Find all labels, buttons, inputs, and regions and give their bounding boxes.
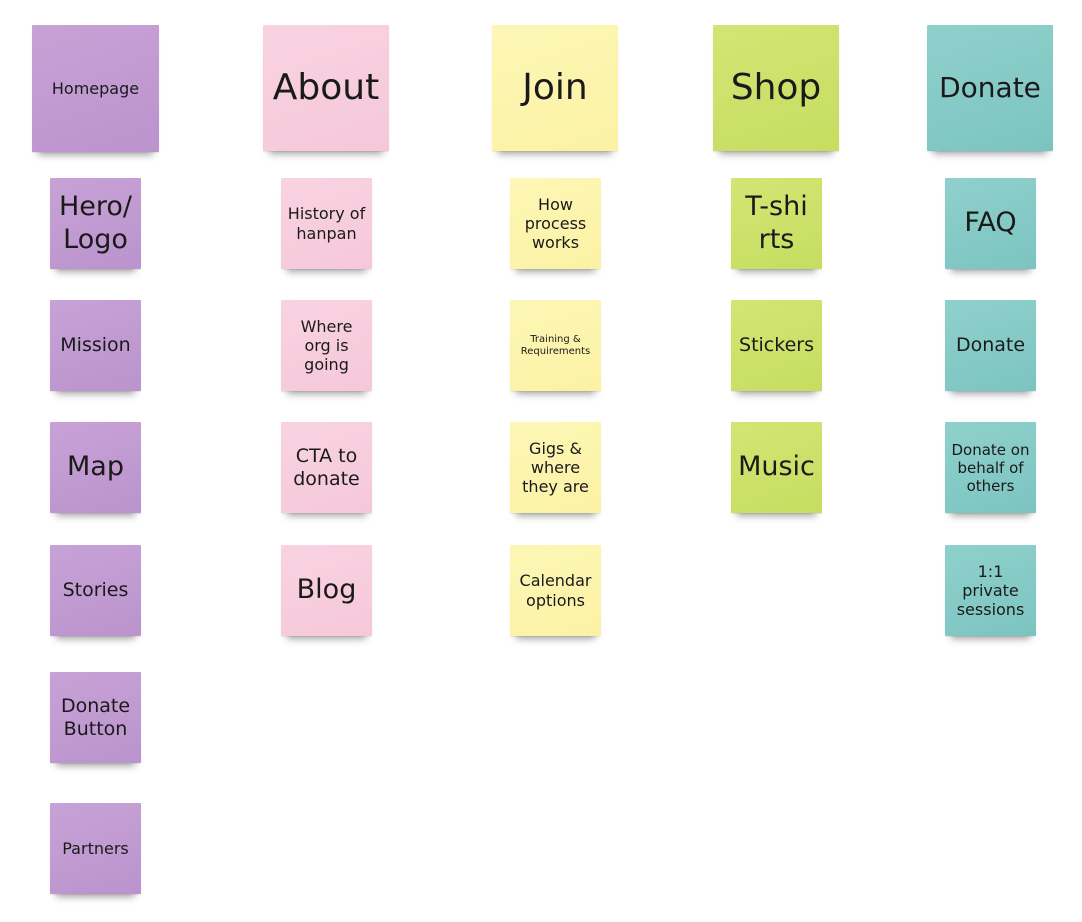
note-history-of-hanpan[interactable]: History of hanpan — [281, 178, 372, 269]
note-label: Calendar options — [519, 571, 592, 610]
note-label: Donate on behalf of others — [951, 440, 1030, 495]
note-label: Hero/ Logo — [58, 191, 133, 255]
note-label: Map — [67, 451, 124, 483]
note-music[interactable]: Music — [731, 422, 822, 513]
note-label: Stickers — [739, 334, 814, 357]
note-label: How process works — [524, 194, 587, 253]
note-label: Where org is going — [300, 316, 353, 375]
note-label: CTA to donate — [293, 444, 360, 490]
note-label: Stories — [62, 579, 129, 602]
note-calendar-options[interactable]: Calendar options — [510, 545, 601, 636]
note-donate[interactable]: Donate — [945, 300, 1036, 391]
note-where-org-is-going[interactable]: Where org is going — [281, 300, 372, 391]
note-gigs-where-they-are[interactable]: Gigs & where they are — [510, 422, 601, 513]
header-note-about[interactable]: About — [263, 25, 389, 151]
note-blog[interactable]: Blog — [281, 545, 372, 636]
header-note-homepage[interactable]: Homepage — [32, 25, 159, 152]
note-donate-on-behalf[interactable]: Donate on behalf of others — [945, 422, 1036, 513]
note-stickers[interactable]: Stickers — [731, 300, 822, 391]
note-hero-logo[interactable]: Hero/ Logo — [50, 178, 141, 269]
note-map[interactable]: Map — [50, 422, 141, 513]
note-label: Donate Button — [60, 694, 131, 740]
note-stories[interactable]: Stories — [50, 545, 141, 636]
note-training-requirements[interactable]: Training & Requirements — [510, 300, 601, 391]
note-label: Mission — [60, 334, 131, 357]
header-label: Homepage — [51, 78, 140, 98]
note-label: Training & Requirements — [520, 333, 591, 357]
header-label: Donate — [939, 71, 1041, 105]
note-t-shirts[interactable]: T-shirts — [731, 178, 822, 269]
note-label: Blog — [296, 574, 357, 606]
note-label: Partners — [62, 838, 129, 858]
note-label: Gigs & where they are — [522, 438, 589, 497]
note-how-process-works[interactable]: How process works — [510, 178, 601, 269]
note-faq[interactable]: FAQ — [945, 178, 1036, 269]
note-label: Donate — [955, 334, 1026, 357]
note-cta-to-donate[interactable]: CTA to donate — [281, 422, 372, 513]
header-label: Shop — [730, 67, 822, 109]
note-label: T-shirts — [745, 191, 808, 255]
note-partners[interactable]: Partners — [50, 803, 141, 894]
header-label: Join — [522, 67, 588, 109]
header-note-shop[interactable]: Shop — [713, 25, 839, 151]
note-private-sessions[interactable]: 1:1 private sessions — [945, 545, 1036, 636]
header-note-donate[interactable]: Donate — [927, 25, 1053, 151]
header-label: About — [272, 67, 380, 109]
note-label: FAQ — [964, 207, 1017, 239]
note-mission[interactable]: Mission — [50, 300, 141, 391]
note-donate-button[interactable]: Donate Button — [50, 672, 141, 763]
note-label: History of hanpan — [287, 204, 366, 243]
header-note-join[interactable]: Join — [492, 25, 618, 151]
note-label: 1:1 private sessions — [956, 561, 1025, 620]
note-label: Music — [738, 451, 815, 483]
